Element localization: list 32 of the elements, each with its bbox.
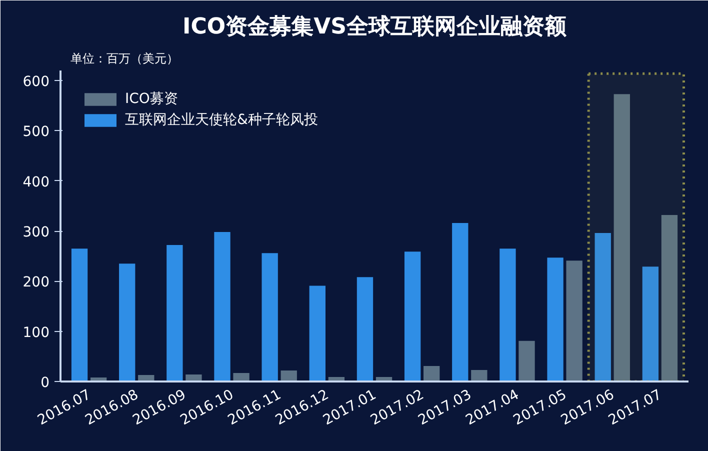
bar: [500, 248, 516, 382]
bar: [214, 232, 230, 382]
bar: [594, 233, 611, 382]
y-tick-label: 100: [22, 324, 50, 341]
y-tick-label: 0: [40, 375, 50, 391]
legend-label: ICO募资: [125, 90, 178, 108]
y-tick-label: 400: [22, 174, 50, 190]
y-tick-label: 200: [22, 274, 50, 291]
bar: [262, 253, 278, 382]
y-tick-label: 300: [22, 224, 50, 241]
bar: [424, 366, 440, 382]
bar: [119, 264, 136, 382]
y-axis-title: 单位：百万（美元）: [70, 52, 178, 66]
bar: [547, 258, 564, 382]
bar: [452, 222, 468, 382]
bar: [233, 372, 250, 382]
bar: [661, 214, 678, 382]
bar: [642, 266, 659, 382]
bar: [404, 252, 421, 382]
bar: [280, 370, 297, 382]
bar: [471, 370, 488, 382]
bar: [566, 260, 582, 382]
legend-label: 互联网企业天使轮&种子轮风投: [125, 111, 318, 129]
bar: [356, 277, 374, 382]
bar: [309, 286, 326, 382]
bar: [518, 340, 535, 382]
y-tick-label: 600: [22, 74, 50, 90]
bar: [71, 248, 88, 382]
bar: [614, 94, 630, 382]
chart-title: ICO资金募集VS全球互联网企业融资额: [182, 14, 568, 40]
bar: [166, 245, 183, 382]
y-tick-label: 500: [22, 124, 50, 140]
